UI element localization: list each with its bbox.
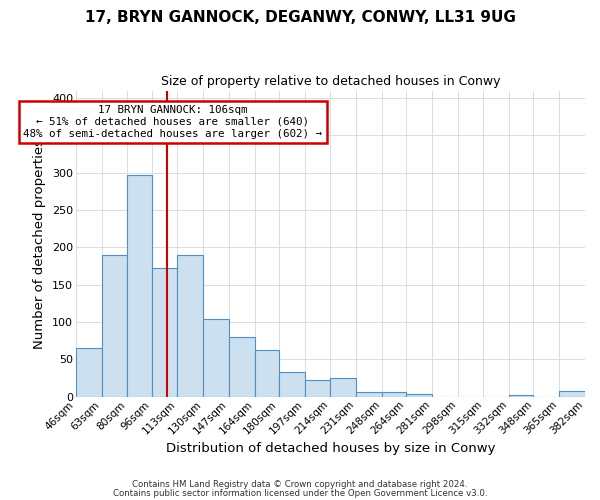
Bar [509, 396, 533, 397]
Bar [331, 378, 356, 397]
Bar [76, 348, 101, 397]
Bar [178, 255, 203, 397]
Bar [127, 175, 152, 397]
Bar [255, 350, 279, 397]
Bar [305, 380, 331, 397]
Text: 17 BRYN GANNOCK: 106sqm
← 51% of detached houses are smaller (640)
48% of semi-d: 17 BRYN GANNOCK: 106sqm ← 51% of detache… [23, 106, 322, 138]
Text: Contains HM Land Registry data © Crown copyright and database right 2024.: Contains HM Land Registry data © Crown c… [132, 480, 468, 489]
Bar [356, 392, 382, 397]
X-axis label: Distribution of detached houses by size in Conwy: Distribution of detached houses by size … [166, 442, 495, 455]
Bar [382, 392, 406, 397]
Title: Size of property relative to detached houses in Conwy: Size of property relative to detached ho… [161, 75, 500, 88]
Bar [406, 394, 432, 397]
Bar [152, 268, 178, 397]
Bar [279, 372, 305, 397]
Bar [559, 391, 585, 397]
Text: 17, BRYN GANNOCK, DEGANWY, CONWY, LL31 9UG: 17, BRYN GANNOCK, DEGANWY, CONWY, LL31 9… [85, 10, 515, 25]
Bar [101, 255, 127, 397]
Y-axis label: Number of detached properties: Number of detached properties [34, 138, 46, 348]
Bar [229, 337, 255, 397]
Bar [203, 319, 229, 397]
Text: Contains public sector information licensed under the Open Government Licence v3: Contains public sector information licen… [113, 490, 487, 498]
